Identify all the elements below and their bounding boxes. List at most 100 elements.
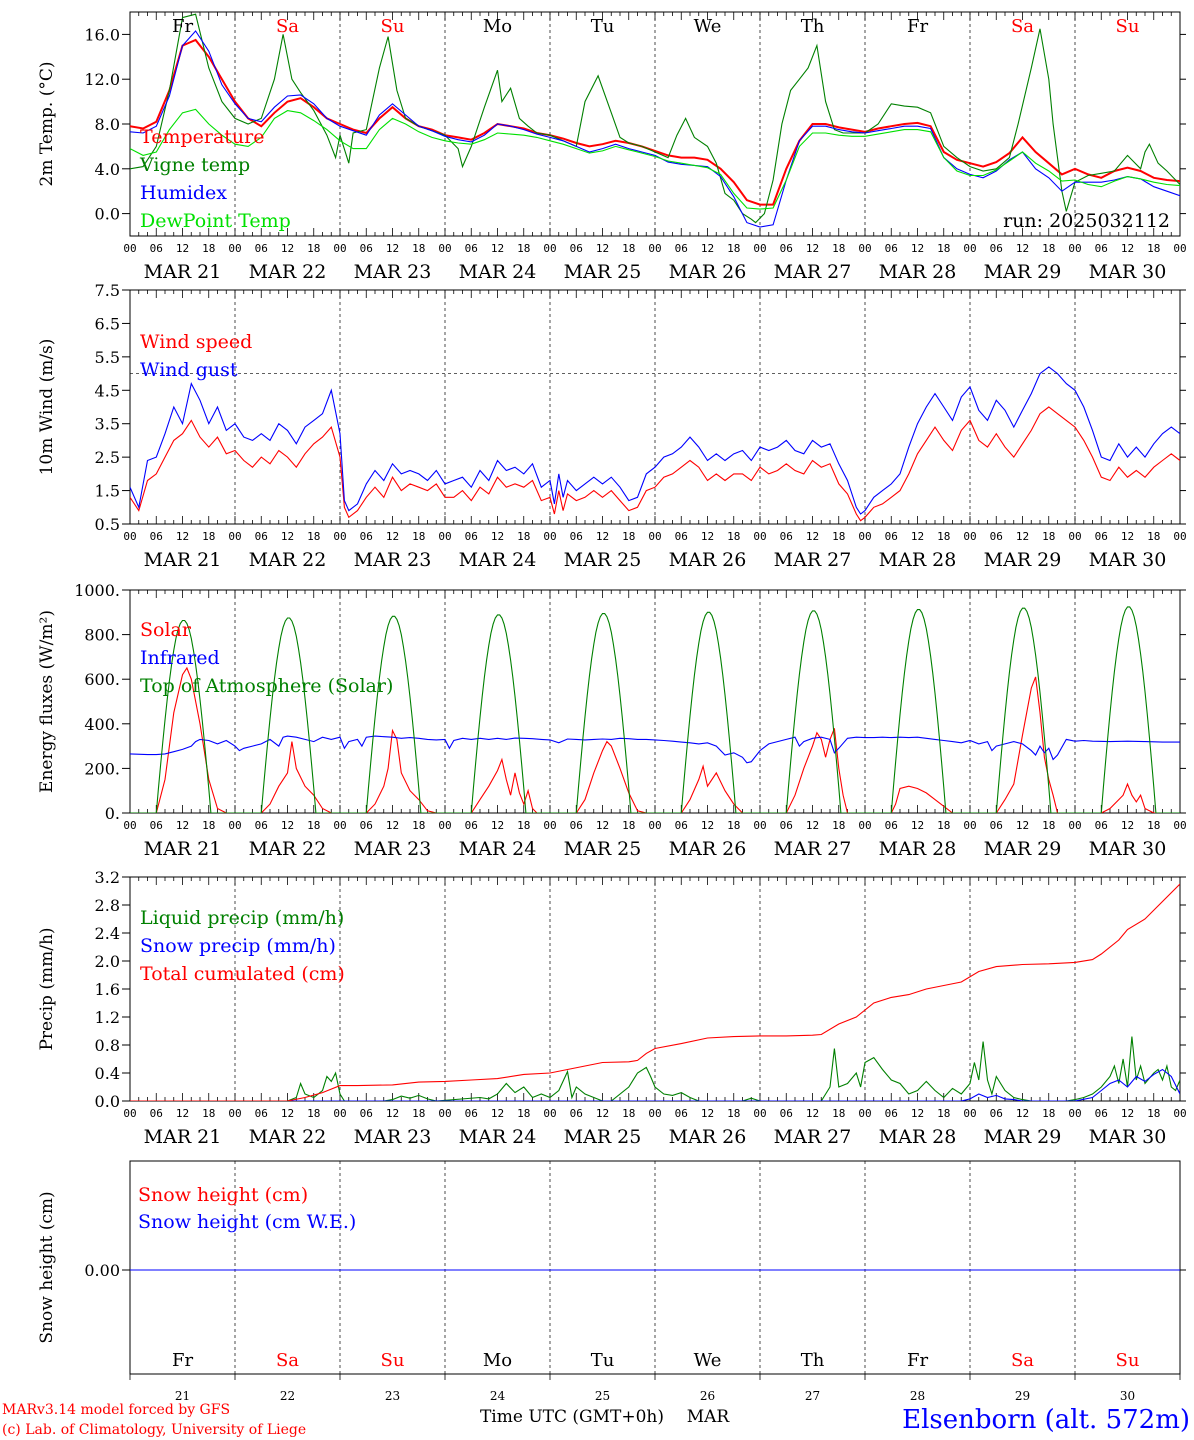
temp-hour-label: 00 xyxy=(228,242,241,255)
flux-y-axis-label: Energy fluxes (W/m²) xyxy=(37,610,57,793)
wind-date-label: MAR 22 xyxy=(249,549,327,571)
weekday-label-bottom: Fr xyxy=(172,1350,193,1371)
temp-hour-label: 18 xyxy=(832,242,845,255)
wind-date-label: MAR 24 xyxy=(459,549,537,571)
flux-hour-label: 06 xyxy=(360,819,373,832)
flux-ytick-label: 600. xyxy=(84,670,120,689)
wind-hour-label: 00 xyxy=(123,530,136,543)
precip-hour-label: 00 xyxy=(1173,1107,1186,1120)
wind-hour-label: 18 xyxy=(1147,530,1160,543)
day-number-label: 28 xyxy=(910,1389,925,1403)
flux-ytick-label: 0. xyxy=(105,804,120,823)
wind-hour-label: 06 xyxy=(150,530,163,543)
weekday-label-top: Fr xyxy=(907,16,928,37)
precip-hour-label: 18 xyxy=(517,1107,530,1120)
wind-hour-label: 12 xyxy=(1121,530,1134,543)
flux-hour-label: 06 xyxy=(990,819,1003,832)
temp-hour-label: 12 xyxy=(386,242,399,255)
temp-hour-label: 00 xyxy=(1173,242,1186,255)
flux-hour-label: 12 xyxy=(1016,819,1029,832)
flux-series-solar xyxy=(130,666,1180,813)
temp-ytick-label: 16.0 xyxy=(84,25,120,44)
wind-hour-label: 12 xyxy=(806,530,819,543)
precip-legend-0: Liquid precip (mm/h) xyxy=(140,907,344,929)
temp-hour-label: 00 xyxy=(123,242,136,255)
wind-ytick-label: 6.5 xyxy=(95,314,120,333)
temp-hour-label: 00 xyxy=(963,242,976,255)
flux-hour-label: 18 xyxy=(517,819,530,832)
temp-y-axis-label: 2m Temp. (°C) xyxy=(37,61,57,186)
wind-date-label: MAR 23 xyxy=(354,549,432,571)
temp-series-group xyxy=(130,13,1180,228)
precip-hour-label: 12 xyxy=(176,1107,189,1120)
precip-series-snow-precip-mm-h- xyxy=(130,1068,1180,1101)
flux-ytick-label: 200. xyxy=(84,759,120,778)
flux-hour-label: 18 xyxy=(1042,819,1055,832)
temp-date-label: MAR 26 xyxy=(669,261,747,283)
run-annotation: run: 2025032112 xyxy=(1003,210,1170,232)
flux-hour-label: 18 xyxy=(727,819,740,832)
precip-hour-label: 00 xyxy=(1068,1107,1081,1120)
temp-date-label: MAR 24 xyxy=(459,261,537,283)
temp-ytick-label: 4.0 xyxy=(95,160,120,179)
snow-legend-1: Snow height (cm W.E.) xyxy=(138,1211,356,1233)
wind-date-label: MAR 27 xyxy=(774,549,852,571)
precip-ytick-label: 2.0 xyxy=(95,952,120,971)
flux-hour-label: 12 xyxy=(491,819,504,832)
precip-hour-label: 18 xyxy=(202,1107,215,1120)
snow-panel: 0.00 Snow height (cm) Snow height (cm) Snow… xyxy=(37,1160,1186,1403)
precip-date-label: MAR 27 xyxy=(774,1126,852,1148)
snow-y-axis-label: Snow height (cm) xyxy=(37,1191,57,1343)
wind-hour-label: 00 xyxy=(228,530,241,543)
precip-hour-label: 06 xyxy=(570,1107,583,1120)
precip-hour-label: 12 xyxy=(701,1107,714,1120)
temp-legend-1: Vigne temp xyxy=(139,154,250,176)
temp-hour-label: 12 xyxy=(491,242,504,255)
temp-hour-label: 12 xyxy=(806,242,819,255)
weekday-label-top: Mo xyxy=(483,16,512,37)
flux-hour-label: 18 xyxy=(202,819,215,832)
wind-hour-label: 12 xyxy=(911,530,924,543)
temp-hour-label: 06 xyxy=(255,242,268,255)
precip-ytick-label: 2.8 xyxy=(95,896,120,915)
precip-hour-label: 00 xyxy=(648,1107,661,1120)
flux-legend-2: Top of Atmosphere (Solar) xyxy=(140,675,393,697)
day-number-label: 23 xyxy=(385,1389,400,1403)
wind-ytick-label: 7.5 xyxy=(95,281,120,300)
flux-hour-label: 00 xyxy=(1068,819,1081,832)
temp-hour-label: 18 xyxy=(1042,242,1055,255)
temp-hour-label: 12 xyxy=(596,242,609,255)
temp-series-temperature xyxy=(130,38,1180,206)
wind-series-group xyxy=(130,366,1180,522)
temp-series-vigne-temp xyxy=(130,13,1180,224)
weekday-label-bottom: Mo xyxy=(483,1350,512,1371)
wind-hour-label: 00 xyxy=(858,530,871,543)
wind-ytick-label: 3.5 xyxy=(95,415,120,434)
temp-hour-label: 18 xyxy=(307,242,320,255)
temp-hour-label: 18 xyxy=(202,242,215,255)
temp-hour-label: 12 xyxy=(701,242,714,255)
x-axis-month: MAR xyxy=(687,1407,731,1427)
flux-frame xyxy=(129,589,1181,814)
precip-hour-label: 00 xyxy=(333,1107,346,1120)
day-number-label: 29 xyxy=(1015,1389,1030,1403)
weekday-label-top: Sa xyxy=(276,16,299,37)
wind-hour-label: 06 xyxy=(675,530,688,543)
precip-date-label: MAR 26 xyxy=(669,1126,747,1148)
day-number-label: 21 xyxy=(175,1389,190,1403)
temp-frame xyxy=(129,11,1181,237)
precip-hour-label: 18 xyxy=(412,1107,425,1120)
wind-hour-label: 18 xyxy=(202,530,215,543)
flux-hour-label: 12 xyxy=(176,819,189,832)
temp-date-label: MAR 27 xyxy=(774,261,852,283)
temp-ytick-label: 8.0 xyxy=(95,115,120,134)
temp-legend-3: DewPoint Temp xyxy=(140,210,291,232)
wind-hour-label: 18 xyxy=(937,530,950,543)
wind-date-label: MAR 30 xyxy=(1089,549,1167,571)
precip-hour-label: 12 xyxy=(386,1107,399,1120)
flux-hour-label: 00 xyxy=(438,819,451,832)
flux-hour-label: 00 xyxy=(123,819,136,832)
temp-hour-label: 18 xyxy=(727,242,740,255)
temp-hour-label: 18 xyxy=(412,242,425,255)
precip-hour-label: 00 xyxy=(438,1107,451,1120)
